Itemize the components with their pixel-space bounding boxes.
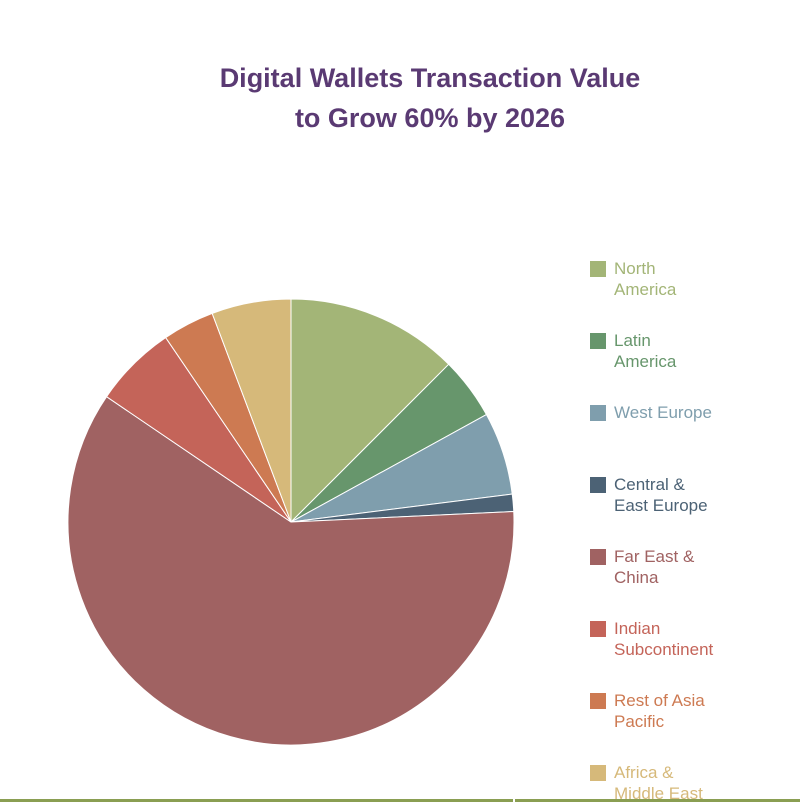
legend-label: Indian Subcontinent (614, 619, 714, 659)
legend-label: Rest of Asia Pacific (614, 691, 705, 731)
legend-swatch (590, 261, 606, 277)
legend-swatch (590, 621, 606, 637)
pie-slice-1 (290, 298, 450, 524)
legend-swatch (590, 693, 606, 709)
legend-swatch (590, 405, 606, 421)
pie-slice-8 (211, 298, 292, 523)
legend-label: West Europe (614, 403, 712, 422)
bottom-divider (0, 799, 800, 802)
legend-swatch (590, 765, 606, 781)
legend-swatch (590, 477, 606, 493)
chart-title-line-2: to Grow 60% by 2026 (294, 103, 566, 133)
chart-title: Digital Wallets Transaction Value to Gro… (0, 58, 800, 138)
legend-label: Latin America (614, 331, 677, 371)
legend-swatch (590, 549, 606, 565)
legend-label: Far East & China (614, 547, 695, 587)
chart-title-line-1: Digital Wallets Transaction Value (219, 63, 641, 93)
legend-swatch (590, 333, 606, 349)
bottom-divider-notch (513, 796, 515, 802)
legend-label: Central & East Europe (614, 475, 708, 515)
legend-label: Africa & Middle East (614, 763, 703, 803)
legend-label: North America (614, 259, 677, 299)
pie-slice-5 (67, 395, 515, 746)
